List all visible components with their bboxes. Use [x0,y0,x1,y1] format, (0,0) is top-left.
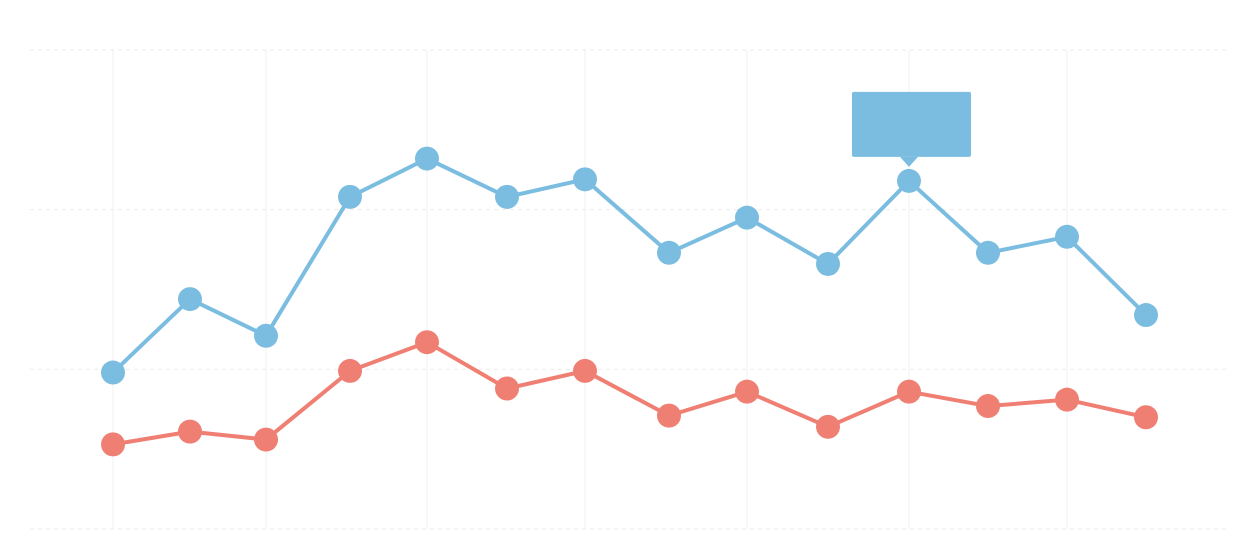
data-point-1-11 [976,394,1000,419]
data-point-0-11 [976,240,1000,265]
data-point-0-2 [254,323,278,348]
data-point-0-7 [657,240,681,265]
data-point-1-6 [573,358,597,383]
tooltip-box [852,91,971,157]
data-point-1-13 [1134,405,1158,430]
data-point-0-6 [573,167,597,192]
data-point-0-13 [1134,303,1158,328]
data-point-1-5 [495,376,519,401]
data-point-0-8 [735,205,759,230]
data-point-1-12 [1055,387,1079,412]
series-line-0 [111,156,1148,374]
data-point-1-8 [735,379,759,404]
data-point-0-0 [101,360,125,385]
data-point-0-3 [338,184,362,209]
tooltip-pointer [900,156,918,167]
data-point-1-10 [897,379,921,404]
series-line-1 [112,340,1147,447]
data-point-1-1 [178,419,202,444]
data-point-1-2 [254,427,278,452]
data-point-0-1 [178,287,202,312]
data-point-0-4 [415,146,439,171]
data-point-1-3 [338,358,362,383]
data-point-1-9 [816,414,840,439]
data-point-1-0 [101,432,125,457]
data-point-0-9 [816,251,840,276]
data-point-0-10 [897,168,921,193]
data-point-0-12 [1055,224,1079,249]
data-point-0-5 [495,184,519,209]
data-point-1-7 [657,403,681,428]
data-point-1-4 [415,330,439,355]
